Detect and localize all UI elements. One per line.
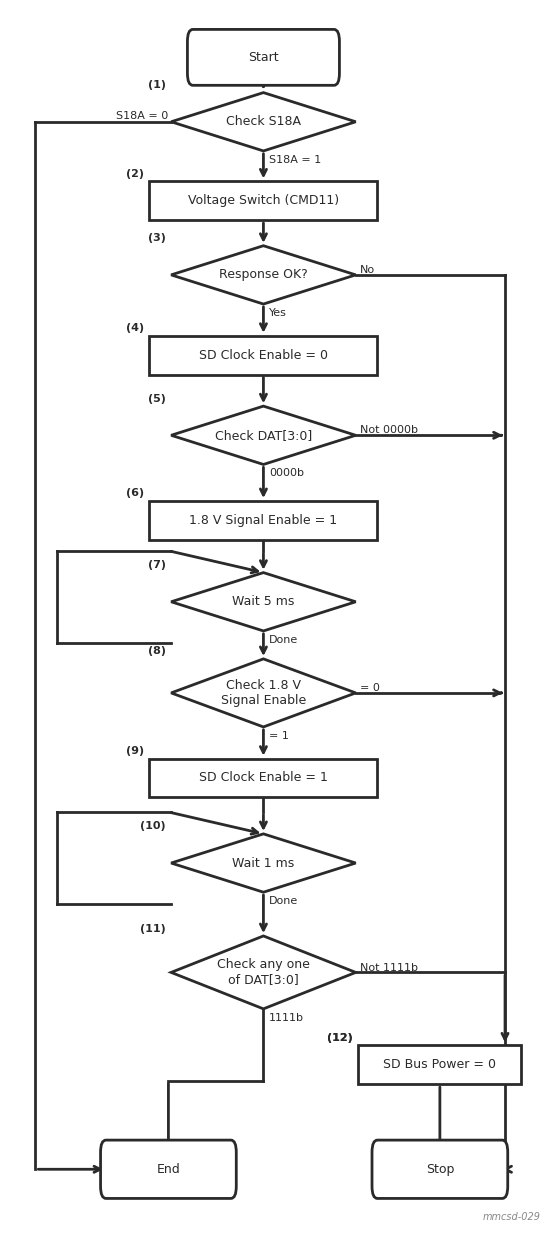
Text: Check S18A: Check S18A	[226, 115, 301, 128]
Text: Start: Start	[248, 51, 279, 64]
Text: End: End	[157, 1163, 180, 1176]
Text: 1111b: 1111b	[269, 1013, 304, 1023]
Polygon shape	[171, 93, 356, 151]
Text: Yes: Yes	[269, 308, 287, 317]
Text: Wait 1 ms: Wait 1 ms	[232, 857, 295, 869]
Text: 1.8 V Signal Enable = 1: 1.8 V Signal Enable = 1	[189, 513, 337, 527]
Text: (12): (12)	[327, 1033, 353, 1043]
Text: Done: Done	[269, 895, 298, 906]
Text: (7): (7)	[148, 560, 166, 570]
Text: (6): (6)	[126, 489, 144, 498]
Polygon shape	[171, 833, 356, 893]
Bar	[150, 181, 377, 221]
Text: = 0: = 0	[360, 683, 380, 693]
Text: (2): (2)	[126, 169, 144, 179]
Text: 0000b: 0000b	[269, 469, 304, 479]
FancyBboxPatch shape	[101, 1140, 237, 1198]
FancyBboxPatch shape	[372, 1140, 508, 1198]
Text: Check DAT[3:0]: Check DAT[3:0]	[215, 429, 312, 441]
Text: Done: Done	[269, 635, 298, 645]
Text: (9): (9)	[126, 746, 144, 756]
FancyBboxPatch shape	[187, 30, 340, 86]
Polygon shape	[171, 573, 356, 631]
Text: Check any one
of DAT[3:0]: Check any one of DAT[3:0]	[217, 959, 310, 986]
Text: Check 1.8 V
Signal Enable: Check 1.8 V Signal Enable	[221, 680, 306, 707]
Bar	[150, 336, 377, 374]
Text: Not 1111b: Not 1111b	[360, 962, 418, 972]
Text: SD Clock Enable = 1: SD Clock Enable = 1	[199, 771, 328, 785]
Bar	[150, 501, 377, 539]
Bar	[358, 1045, 521, 1084]
Polygon shape	[171, 407, 356, 465]
Text: = 1: = 1	[269, 730, 289, 740]
Text: SD Clock Enable = 0: SD Clock Enable = 0	[199, 348, 328, 362]
Text: Stop: Stop	[425, 1163, 454, 1176]
Text: (3): (3)	[148, 233, 166, 243]
Text: S18A = 0: S18A = 0	[116, 110, 168, 120]
Text: (8): (8)	[148, 646, 166, 656]
Text: SD Bus Power = 0: SD Bus Power = 0	[383, 1058, 496, 1071]
Polygon shape	[171, 246, 356, 304]
Text: (1): (1)	[148, 81, 166, 91]
Bar	[150, 759, 377, 797]
Text: mmcsd-029: mmcsd-029	[483, 1211, 540, 1221]
Text: (11): (11)	[140, 924, 166, 934]
Text: S18A = 1: S18A = 1	[269, 155, 321, 165]
Text: Voltage Switch (CMD11): Voltage Switch (CMD11)	[188, 195, 339, 207]
Polygon shape	[171, 658, 356, 727]
Text: (4): (4)	[126, 324, 144, 334]
Text: (10): (10)	[140, 821, 166, 832]
Text: (5): (5)	[148, 393, 166, 404]
Text: Not 0000b: Not 0000b	[360, 425, 418, 435]
Text: Wait 5 ms: Wait 5 ms	[232, 595, 295, 609]
Text: (12): (12)	[327, 1033, 353, 1043]
Text: No: No	[360, 265, 375, 275]
Text: Response OK?: Response OK?	[219, 268, 308, 281]
Polygon shape	[171, 936, 356, 1009]
